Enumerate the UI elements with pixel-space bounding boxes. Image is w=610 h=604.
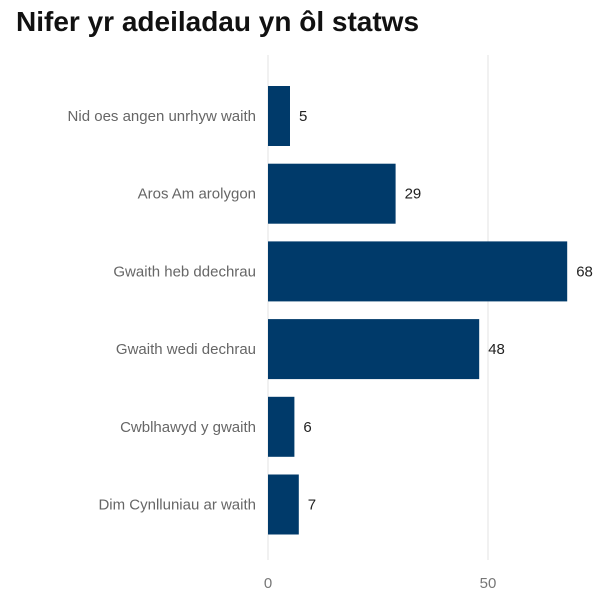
data-label: 6 <box>303 419 311 436</box>
category-label: Aros Am arolygon <box>138 186 256 203</box>
data-label: 29 <box>405 186 422 203</box>
bar <box>268 241 568 302</box>
bar <box>268 396 295 457</box>
category-label: Gwaith heb ddechrau <box>113 263 256 280</box>
bar <box>268 163 396 224</box>
bar <box>268 474 299 535</box>
chart-title: Nifer yr adeiladau yn ôl statws <box>16 6 420 37</box>
data-label: 7 <box>308 497 316 514</box>
bar <box>268 86 290 146</box>
data-label: 5 <box>299 108 307 125</box>
data-label: 68 <box>576 263 593 280</box>
category-label: Dim Cynlluniau ar waith <box>98 497 256 514</box>
category-label: Cwblhawyd y gwaith <box>120 419 256 436</box>
x-tick-label: 0 <box>264 575 272 592</box>
category-label: Gwaith wedi dechrau <box>116 341 256 358</box>
data-label: 48 <box>488 341 505 358</box>
x-tick-label: 50 <box>480 575 497 592</box>
bar <box>268 319 480 380</box>
category-label: Nid oes angen unrhyw waith <box>68 108 256 125</box>
